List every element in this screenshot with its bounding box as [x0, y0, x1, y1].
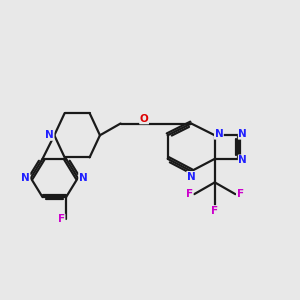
Text: N: N — [21, 173, 30, 183]
Text: N: N — [45, 130, 54, 140]
Text: N: N — [238, 129, 247, 139]
Text: F: F — [58, 214, 65, 224]
Text: F: F — [211, 206, 218, 216]
Text: F: F — [186, 189, 193, 199]
Text: N: N — [238, 155, 247, 165]
Text: N: N — [214, 129, 223, 139]
Text: O: O — [140, 114, 148, 124]
Text: N: N — [79, 173, 88, 183]
Text: N: N — [187, 172, 196, 182]
Text: F: F — [236, 189, 244, 199]
